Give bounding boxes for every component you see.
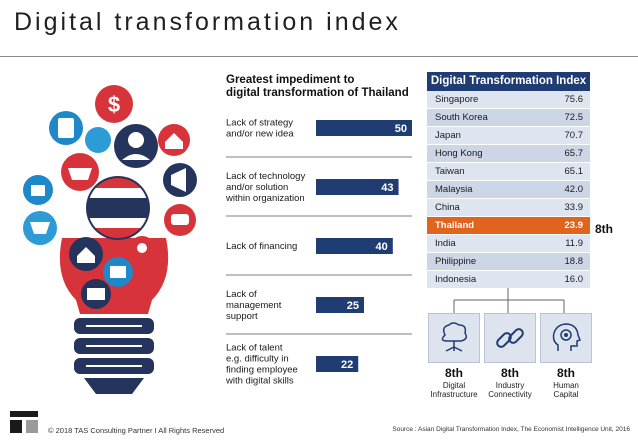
pillar-label-line: Human xyxy=(553,381,579,390)
country-cell: Singapore xyxy=(435,94,479,105)
category-label-line: e.g. difficulty in xyxy=(226,354,289,365)
category-label-line: Lack of strategy xyxy=(226,118,293,129)
bar-chart-title-line: Greatest impediment to xyxy=(226,74,355,86)
bar-value-label: 22 xyxy=(341,359,353,371)
score-cell: 42.0 xyxy=(564,184,584,195)
tree-circuit-icon xyxy=(441,322,468,352)
thailand-rank-badge: 8th xyxy=(595,222,613,236)
table-row: South Korea 72.5 xyxy=(427,109,590,127)
pillar-label: Human Capital xyxy=(536,381,596,399)
score-cell: 65.7 xyxy=(564,148,584,159)
title-divider xyxy=(0,56,638,57)
table-row: China 33.9 xyxy=(427,199,590,217)
pillar-rank: 8th xyxy=(445,366,463,380)
country-cell: India xyxy=(435,238,456,249)
bar-value-label: 50 xyxy=(395,123,407,135)
bar-value-label: 25 xyxy=(347,300,359,312)
pillar-industry-connectivity xyxy=(484,313,536,363)
score-cell: 16.0 xyxy=(564,274,584,285)
table-row: Philippine 18.8 xyxy=(427,253,590,271)
source-text: Source : Asian Digital Transformation In… xyxy=(392,426,630,433)
country-cell: Philippine xyxy=(435,256,477,267)
head-gear-icon xyxy=(552,323,581,351)
pillar-digital-infrastructure xyxy=(428,313,480,363)
category-label: Lack of management support xyxy=(226,289,282,322)
country-cell: China xyxy=(435,202,460,213)
bar xyxy=(316,356,359,372)
country-cell: Thailand xyxy=(435,220,475,231)
category-label: Lack of technology and/or solution within … xyxy=(226,171,305,204)
country-cell: Malaysia xyxy=(435,184,473,195)
table-row: Indonesia 16.0 xyxy=(427,271,590,289)
table-row: Malaysia 42.0 xyxy=(427,181,590,199)
country-cell: Hong Kong xyxy=(435,148,483,159)
pillar-label-line: Capital xyxy=(553,390,579,399)
pillar-rank: 8th xyxy=(501,366,519,380)
pillar-label-line: Industry xyxy=(495,381,525,390)
category-label: Lack of financing xyxy=(226,241,297,252)
category-label-line: within organization xyxy=(226,193,305,204)
pillar-rank: 8th xyxy=(557,366,575,380)
table-row: Singapore 75.6 xyxy=(427,91,590,109)
score-cell: 75.6 xyxy=(564,94,584,105)
pillar-label-line: Infrastructure xyxy=(430,390,478,399)
company-logo xyxy=(10,411,38,433)
bar-value-label: 40 xyxy=(376,241,388,253)
score-cell: 65.1 xyxy=(564,166,584,177)
country-cell: Japan xyxy=(435,130,461,141)
category-label-line: management xyxy=(226,300,282,311)
digital-transformation-index-table: Digital Transformation Index Singapore 75… xyxy=(427,72,590,289)
table-row: India 11.9 xyxy=(427,235,590,253)
pillar-label: Industry Connectivity xyxy=(480,381,540,399)
bar xyxy=(316,120,412,136)
pillar-human-capital xyxy=(540,313,592,363)
score-cell: 11.9 xyxy=(565,238,583,249)
category-label-line: and/or solution xyxy=(226,182,288,193)
country-cell: South Korea xyxy=(435,112,488,123)
chain-link-icon xyxy=(496,328,524,348)
score-cell: 23.9 xyxy=(564,220,584,231)
bulb-base-tip xyxy=(84,378,144,394)
bar-value-label: 43 xyxy=(381,182,393,194)
score-cell: 18.8 xyxy=(564,256,584,267)
pillar-connector xyxy=(453,288,565,313)
category-label-line: finding employee xyxy=(226,365,298,376)
bar xyxy=(316,238,393,254)
pillar-label-line: Digital xyxy=(442,381,466,390)
category-label-line: support xyxy=(226,311,258,322)
category-label-line: Lack of xyxy=(226,289,257,300)
score-cell: 70.7 xyxy=(564,130,584,141)
country-cell: Taiwan xyxy=(435,166,465,177)
category-label-line: Lack of talent xyxy=(226,343,283,354)
bar xyxy=(316,297,364,313)
impediment-bar-chart: Lack of strategy and/or new idea 50 Lack of… xyxy=(226,118,412,387)
category-label: Lack of strategy and/or new idea xyxy=(226,118,294,140)
svg-text:$: $ xyxy=(108,92,120,117)
dollar-icon xyxy=(95,85,133,123)
country-cell: Indonesia xyxy=(435,274,477,285)
page-title: Digital transformation index xyxy=(14,8,401,36)
table-row: Hong Kong 65.7 xyxy=(427,145,590,163)
table-row: Japan 70.7 xyxy=(427,127,590,145)
category-label-line: and/or new idea xyxy=(226,129,294,140)
pillar-label-line: Connectivity xyxy=(488,390,532,399)
bar xyxy=(316,179,399,195)
score-cell: 72.5 xyxy=(564,112,584,123)
table-row-highlight: Thailand 23.9 xyxy=(427,217,590,235)
category-label-line: with digital skills xyxy=(226,376,294,387)
table-row: Taiwan 65.1 xyxy=(427,163,590,181)
thumbs-up-icon xyxy=(85,127,111,153)
category-label: Lack of talent e.g. difficulty in finding … xyxy=(226,343,298,387)
score-cell: 33.9 xyxy=(564,202,584,213)
pillar-label: Digital Infrastructure xyxy=(424,381,484,399)
copyright-text: © 2018 TAS Consulting Partner I All Righ… xyxy=(48,426,225,435)
bar-chart-title: Greatest impediment to digital transform… xyxy=(226,74,409,100)
bar-chart-title-line: digital transformation of Thailand xyxy=(226,87,409,99)
lightbulb-illustration: $ xyxy=(23,85,197,394)
category-label-line: Lack of technology xyxy=(226,171,305,182)
table-header: Digital Transformation Index xyxy=(427,72,590,91)
category-label-line: Lack of financing xyxy=(226,241,297,252)
